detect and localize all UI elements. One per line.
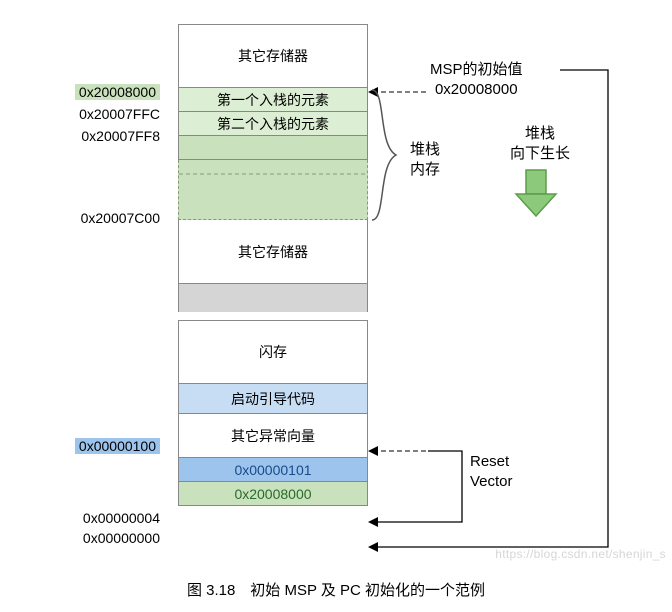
cell-grey-strip <box>178 284 368 312</box>
cell-mem-other-mid: 其它存储器 <box>178 220 368 284</box>
cell-gap <box>178 312 368 320</box>
memory-column: 其它存储器 第一个入栈的元素 第二个入栈的元素 其它存储器 闪存 启动引导代码 … <box>178 24 368 506</box>
cell-flash: 闪存 <box>178 320 368 384</box>
figure-caption: 图 3.18 初始 MSP 及 PC 初始化的一个范例 <box>0 575 672 600</box>
cell-second-push: 第二个入栈的元素 <box>178 112 368 136</box>
cell-mem-other-top: 其它存储器 <box>178 24 368 88</box>
stack-dashed-lines <box>179 160 367 220</box>
addr-sp-m8: 0x20007FF8 <box>10 128 160 144</box>
cell-value-sp: 0x20008000 <box>178 482 368 506</box>
addr-vec0: 0x00000000 <box>10 530 160 546</box>
cell-other-vectors: 其它异常向量 <box>178 414 368 458</box>
addr-stack-bot: 0x20007C00 <box>10 210 160 226</box>
cell-stack-free1 <box>178 136 368 160</box>
addr-sp-init: 0x20008000 <box>10 84 160 100</box>
cell-value-101: 0x00000101 <box>178 458 368 482</box>
cell-boot-code: 启动引导代码 <box>178 384 368 414</box>
connector-reset-to-vec4 <box>368 442 548 532</box>
cell-stack-free2 <box>178 160 368 220</box>
addr-boot-code: 0x00000100 <box>10 438 160 454</box>
cell-first-push: 第一个入栈的元素 <box>178 88 368 112</box>
addr-vec4: 0x00000004 <box>10 510 160 526</box>
addr-sp-m4: 0x20007FFC <box>10 106 160 122</box>
